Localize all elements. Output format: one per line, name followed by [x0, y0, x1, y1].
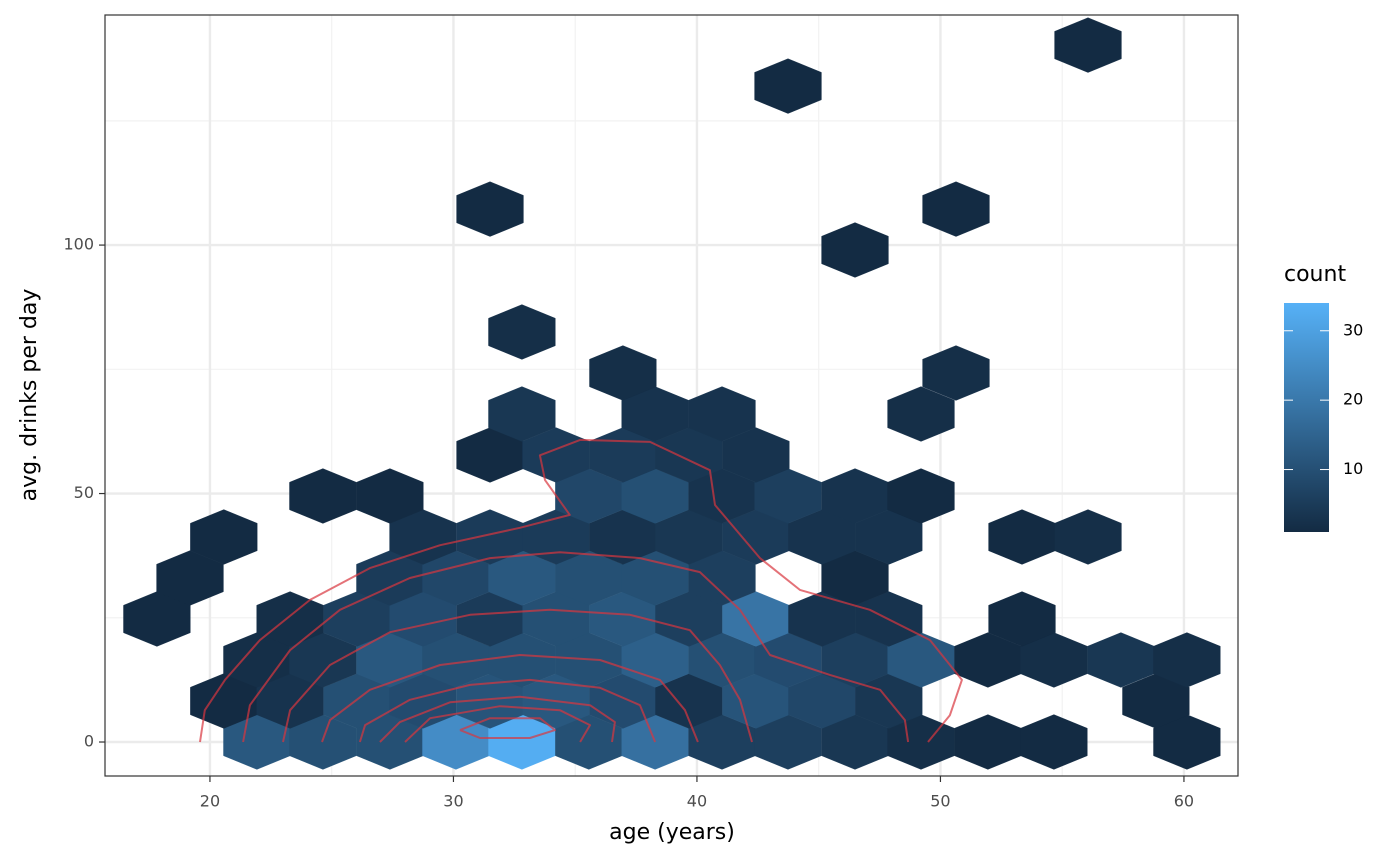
hex-bin — [821, 222, 889, 278]
colorbar-tick-label: 30 — [1343, 320, 1363, 339]
x-tick-label: 50 — [930, 792, 950, 811]
density-contour — [321, 654, 699, 743]
hex-bin — [887, 386, 955, 442]
hex-bin — [754, 58, 822, 114]
density-contour — [242, 551, 910, 743]
hex-bin — [488, 304, 556, 360]
hex-bin — [922, 181, 990, 237]
x-tick-label: 60 — [1174, 792, 1194, 811]
y-tick-label: 50 — [74, 483, 94, 502]
density-contour — [379, 695, 616, 743]
hex-bin — [1153, 632, 1221, 688]
density-contour — [358, 678, 657, 743]
density-contour — [404, 705, 591, 743]
colorbar-tick-label: 10 — [1343, 459, 1363, 478]
panel-border — [104, 14, 1239, 777]
y-tick-label: 0 — [84, 732, 94, 751]
legend-title: count — [1284, 262, 1346, 287]
hex-bin — [190, 509, 258, 565]
hex-bin — [1153, 714, 1221, 770]
hex-bin — [456, 181, 524, 237]
hex-bin — [1020, 714, 1088, 770]
hex-bin — [688, 386, 756, 442]
hex-bin — [356, 468, 424, 524]
hex-bin — [1122, 673, 1190, 729]
hex-bin — [589, 345, 657, 401]
hex-bin — [887, 468, 955, 524]
density-contour — [199, 438, 963, 743]
hex-bin — [1054, 17, 1122, 73]
hex-bin — [1054, 509, 1122, 565]
x-axis-title: age (years) — [609, 820, 735, 845]
y-tick-label: 100 — [63, 235, 94, 254]
colorbar-tick-label: 20 — [1343, 390, 1363, 409]
hex-bin — [988, 591, 1056, 647]
density-contour — [282, 608, 753, 743]
colorbar — [1284, 303, 1329, 532]
y-axis-title: avg. drinks per day — [17, 289, 42, 502]
density-contour — [459, 717, 556, 739]
hex-bin — [488, 386, 556, 442]
x-tick-label: 20 — [200, 792, 220, 811]
x-tick-label: 30 — [443, 792, 463, 811]
x-tick-label: 40 — [687, 792, 707, 811]
hex-bin — [922, 345, 990, 401]
